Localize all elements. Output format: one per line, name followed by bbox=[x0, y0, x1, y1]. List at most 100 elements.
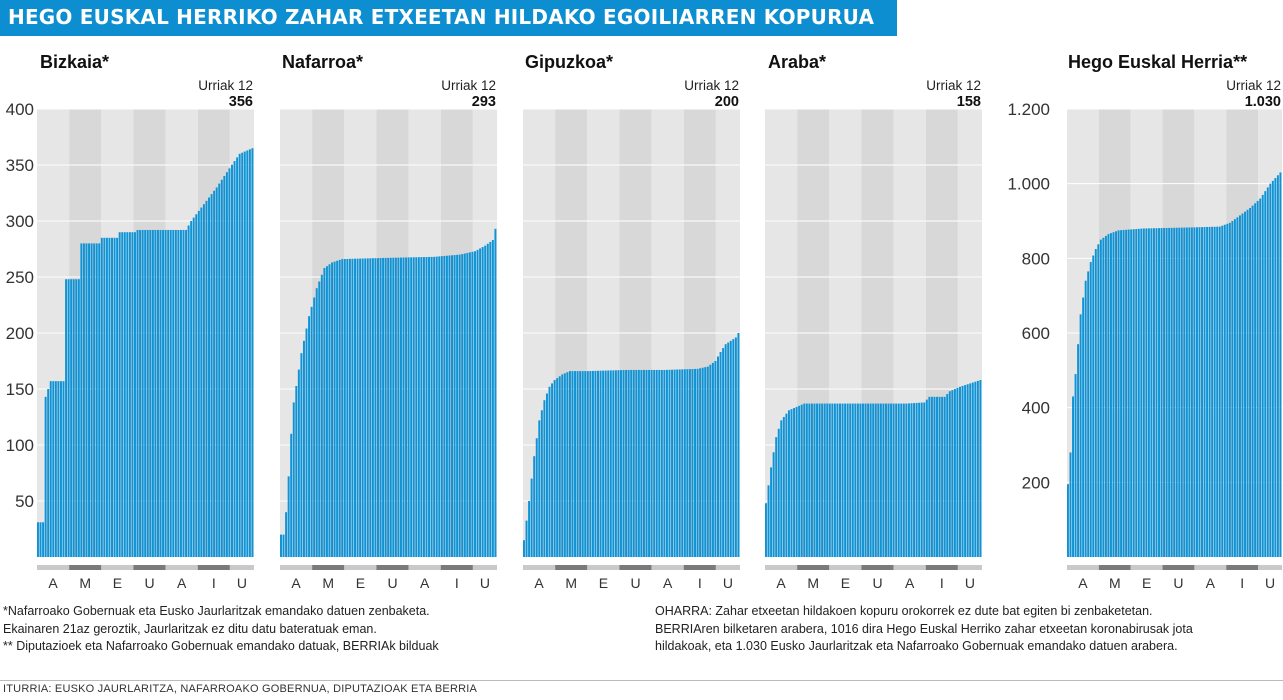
month-strip bbox=[1226, 565, 1259, 570]
data-bar bbox=[882, 403, 885, 557]
data-bar bbox=[131, 232, 134, 557]
data-bar bbox=[961, 385, 964, 557]
data-bar bbox=[800, 404, 803, 557]
month-label: A bbox=[1206, 575, 1216, 591]
data-bar bbox=[699, 368, 702, 557]
data-bar bbox=[1107, 234, 1110, 558]
data-bar bbox=[663, 369, 666, 557]
data-bar bbox=[90, 243, 93, 557]
data-bar bbox=[849, 403, 852, 557]
data-bar bbox=[964, 385, 967, 557]
data-bar bbox=[134, 232, 136, 557]
data-bar bbox=[1165, 227, 1168, 558]
data-bar bbox=[356, 258, 359, 557]
data-bar bbox=[328, 264, 331, 557]
data-bar bbox=[1206, 226, 1209, 557]
data-bar bbox=[489, 241, 492, 557]
data-bar bbox=[208, 197, 210, 558]
data-bar bbox=[1077, 344, 1080, 557]
data-bar bbox=[338, 259, 341, 557]
data-bar bbox=[1188, 227, 1191, 557]
data-bar bbox=[737, 333, 740, 557]
data-bar bbox=[54, 381, 57, 557]
data-bar bbox=[828, 403, 831, 557]
data-bar bbox=[622, 370, 625, 557]
month-label: I bbox=[940, 575, 944, 591]
data-bar bbox=[1256, 200, 1259, 557]
data-bar bbox=[77, 279, 80, 557]
data-bar bbox=[976, 380, 979, 557]
data-bar bbox=[765, 503, 767, 557]
data-bar bbox=[798, 405, 801, 557]
data-bar bbox=[108, 237, 111, 558]
data-bar bbox=[379, 258, 382, 557]
month-label: A bbox=[905, 575, 915, 591]
data-bar bbox=[187, 225, 190, 558]
data-bar bbox=[438, 256, 441, 557]
data-bar bbox=[95, 243, 98, 557]
data-bar bbox=[1158, 228, 1160, 557]
data-bar bbox=[805, 403, 808, 557]
data-bar bbox=[1069, 452, 1072, 557]
note-line: BERRIAren bilketaren arabera, 1016 dira … bbox=[655, 621, 1193, 636]
data-bar bbox=[233, 161, 236, 557]
chart-title: Araba* bbox=[768, 52, 826, 72]
data-bar bbox=[420, 257, 423, 557]
data-bar bbox=[192, 217, 195, 557]
data-bar bbox=[218, 183, 221, 558]
data-bar bbox=[369, 258, 372, 557]
data-bar bbox=[925, 399, 928, 557]
data-bar bbox=[1196, 227, 1198, 557]
data-bar bbox=[533, 456, 536, 557]
data-bar bbox=[854, 403, 857, 557]
data-bar bbox=[410, 257, 413, 557]
data-bar bbox=[118, 232, 121, 557]
data-bar bbox=[128, 232, 131, 557]
month-strip bbox=[1130, 565, 1163, 570]
month-label: M bbox=[807, 575, 819, 591]
month-label: M bbox=[79, 575, 91, 591]
data-bar bbox=[238, 153, 241, 558]
y-tick-label: 200 bbox=[1022, 473, 1050, 492]
data-bar bbox=[47, 389, 50, 557]
data-bar bbox=[1221, 225, 1224, 557]
month-strip bbox=[197, 565, 230, 570]
data-bar bbox=[714, 361, 717, 557]
data-bar bbox=[354, 258, 356, 557]
data-bar bbox=[551, 383, 554, 557]
data-bar bbox=[586, 371, 589, 557]
data-bar bbox=[956, 387, 959, 557]
data-bar bbox=[1074, 374, 1077, 557]
data-bar bbox=[1226, 223, 1229, 558]
month-strip bbox=[829, 565, 862, 570]
data-bar bbox=[831, 403, 834, 557]
data-bar bbox=[1160, 228, 1163, 558]
data-bar bbox=[292, 402, 295, 557]
data-bar bbox=[632, 369, 635, 557]
data-bar bbox=[556, 378, 559, 557]
data-bar bbox=[523, 540, 525, 557]
data-bar bbox=[589, 371, 592, 557]
data-bar bbox=[846, 403, 849, 557]
data-bar bbox=[566, 372, 569, 557]
data-bar bbox=[864, 403, 867, 557]
data-bar bbox=[80, 243, 83, 557]
data-bar bbox=[844, 403, 847, 557]
data-bar bbox=[105, 237, 108, 558]
data-bar bbox=[190, 221, 193, 557]
data-bar bbox=[650, 369, 653, 557]
data-bar bbox=[938, 396, 941, 557]
y-tick-label: 200 bbox=[6, 324, 34, 343]
data-bar bbox=[691, 369, 694, 557]
last-value-label: 200 bbox=[715, 94, 739, 110]
month-strip bbox=[69, 565, 102, 570]
data-bar bbox=[215, 187, 218, 557]
data-bar bbox=[821, 403, 824, 557]
data-bar bbox=[1094, 249, 1097, 557]
data-bar bbox=[563, 373, 566, 557]
data-bar bbox=[668, 369, 671, 557]
data-bar bbox=[374, 258, 377, 557]
data-bar bbox=[872, 403, 875, 557]
data-bar bbox=[65, 279, 68, 557]
